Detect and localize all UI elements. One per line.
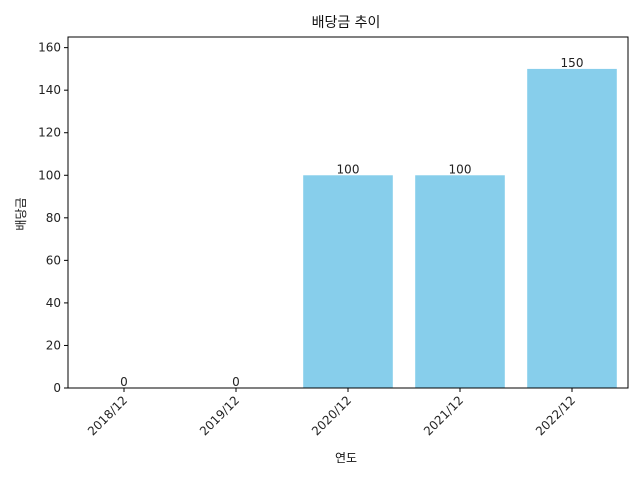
y-tick-label: 160 xyxy=(38,41,61,55)
chart-title: 배당금 추이 xyxy=(312,15,381,31)
bar-value-label: 100 xyxy=(449,162,472,176)
y-tick-label: 60 xyxy=(46,253,61,267)
x-tick-label: 2020/12 xyxy=(309,393,354,438)
x-axis-label: 연도 xyxy=(335,451,357,465)
plot-frame xyxy=(67,36,629,389)
bar-value-label: 100 xyxy=(337,162,360,176)
y-tick-label: 140 xyxy=(38,83,61,97)
x-tick-label: 2021/12 xyxy=(421,393,466,438)
y-tick-label: 100 xyxy=(38,168,61,182)
y-axis: 0 20 40 60 80 100 120 140 160 xyxy=(38,41,68,395)
bar-value-label: 0 xyxy=(232,375,240,389)
y-tick-label: 120 xyxy=(38,126,61,140)
y-tick-label: 80 xyxy=(46,211,61,225)
y-tick-label: 0 xyxy=(53,381,61,395)
bar-2020-12 xyxy=(303,175,393,388)
x-axis: 2018/12 2019/12 2020/12 2021/12 2022/12 xyxy=(85,388,578,438)
bar-value-label: 0 xyxy=(120,375,128,389)
x-tick-label: 2018/12 xyxy=(85,393,130,438)
data-labels-group: 0 0 100 100 150 xyxy=(120,56,583,389)
y-axis-label: 배당금 xyxy=(14,197,28,230)
bars-group xyxy=(303,68,617,388)
y-tick-label: 20 xyxy=(46,338,61,352)
x-tick-label: 2019/12 xyxy=(197,393,242,438)
bar-2022-12 xyxy=(527,68,617,388)
y-tick-label: 40 xyxy=(46,296,61,310)
bar-2021-12 xyxy=(415,175,505,388)
x-tick-label: 2022/12 xyxy=(533,393,578,438)
bar-value-label: 150 xyxy=(561,56,584,70)
